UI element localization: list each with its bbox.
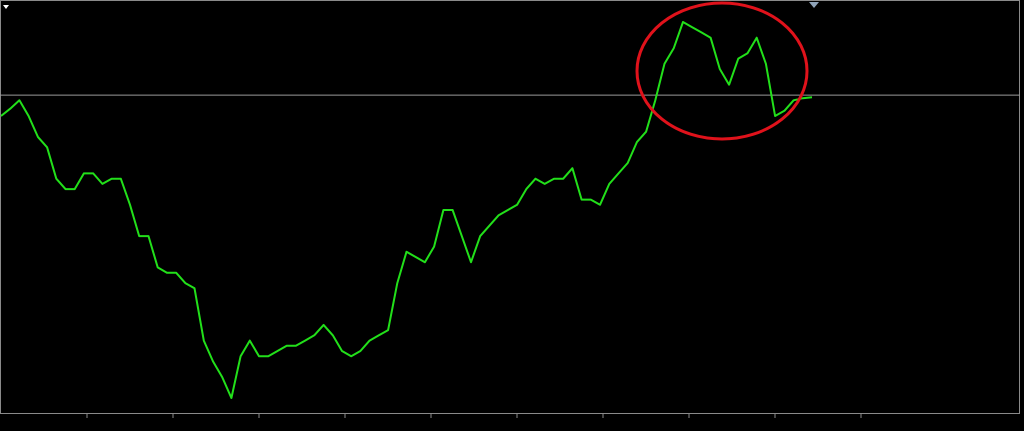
shift-marker[interactable] <box>809 2 819 8</box>
price-line <box>0 21 813 399</box>
menu-arrow[interactable] <box>3 5 9 9</box>
time-ticks <box>86 414 862 418</box>
plot-frame <box>0 0 1020 414</box>
highlight-ellipse <box>635 1 809 141</box>
